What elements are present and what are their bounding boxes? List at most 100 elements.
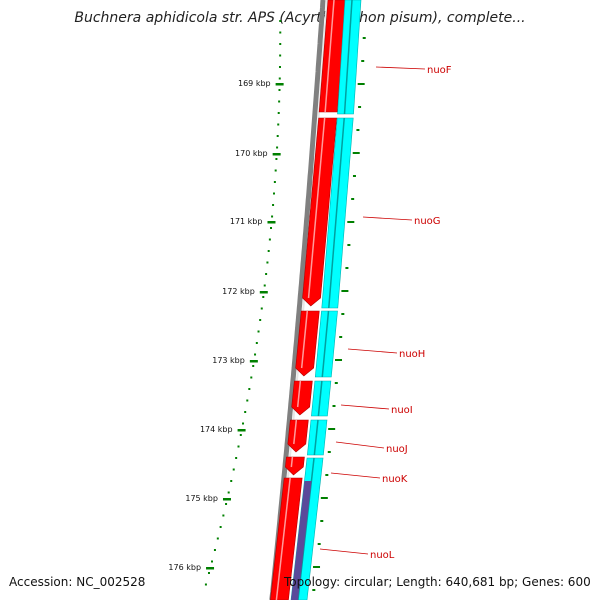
scale-dot bbox=[254, 353, 257, 356]
forward-gene-block bbox=[285, 456, 305, 476]
strand-tick bbox=[334, 382, 338, 384]
scale-dot bbox=[279, 20, 282, 22]
gene-label-nuoI: nuoI bbox=[391, 405, 413, 416]
scale-label: 171 kbp bbox=[230, 217, 263, 226]
scale-major-tick bbox=[259, 291, 268, 294]
forward-gene-highlight bbox=[275, 477, 291, 600]
strand-tick bbox=[341, 290, 349, 292]
reverse-gene-inner-line bbox=[328, 117, 345, 309]
scale-dot bbox=[207, 572, 210, 574]
scale-label: 172 kbp bbox=[222, 287, 255, 296]
forward-gene-block bbox=[295, 310, 320, 377]
gene-leader-line bbox=[340, 404, 390, 410]
scale-dot bbox=[278, 89, 281, 91]
strand-tick bbox=[362, 37, 366, 39]
strand-tick bbox=[328, 428, 336, 430]
scale-dot bbox=[279, 43, 282, 45]
scale-ticks bbox=[204, 20, 366, 591]
strand-tick bbox=[347, 221, 355, 223]
scale-dot bbox=[276, 135, 279, 137]
gene-label-nuoF: nuoF bbox=[427, 65, 452, 76]
strand-tick bbox=[339, 336, 343, 338]
scale-major-tick bbox=[206, 567, 215, 570]
forward-gene-highlight bbox=[293, 419, 298, 445]
scale-dot bbox=[277, 123, 280, 126]
scale-label: 174 kbp bbox=[200, 425, 233, 434]
scale-dot bbox=[276, 146, 279, 149]
scale-labels: 169 kbp 170 kbp 171 kbp 172 kbp 173 kbp 174 k… bbox=[168, 79, 284, 572]
gene-label-nuoJ: nuoJ bbox=[386, 444, 408, 455]
scale-dot bbox=[278, 100, 281, 103]
gene-leader-line bbox=[362, 216, 413, 221]
scale-dot bbox=[213, 549, 216, 551]
strand-tick bbox=[325, 474, 329, 476]
reverse-gene-inner-line bbox=[343, 0, 353, 115]
scale-dot bbox=[250, 376, 253, 379]
scale-dot bbox=[262, 296, 265, 298]
forward-gene-block bbox=[287, 419, 309, 453]
scale-label: 175 kbp bbox=[185, 494, 218, 503]
scale-dot bbox=[222, 514, 225, 517]
gene-label-nuoL: nuoL bbox=[370, 550, 395, 561]
scale-dot bbox=[259, 319, 262, 321]
gene-labels: nuoF nuoG nuoH nuoI nuoJ nuoK nuoL bbox=[319, 65, 452, 561]
strand-tick bbox=[357, 83, 365, 85]
reverse-strand bbox=[290, 0, 362, 600]
reverse-gene-inner-line bbox=[313, 419, 319, 456]
scale-dot bbox=[279, 31, 282, 34]
reverse-gene-block bbox=[337, 0, 362, 115]
scale-dot bbox=[204, 583, 207, 586]
scale-major-tick bbox=[222, 498, 231, 501]
scale-dot bbox=[235, 457, 238, 459]
scale-label: 176 kbp bbox=[168, 563, 201, 572]
scale-dot bbox=[275, 158, 278, 160]
reverse-gene-inner-line bbox=[317, 380, 323, 417]
strand-tick bbox=[358, 106, 362, 108]
strand-tick bbox=[317, 543, 321, 545]
scale-dot bbox=[239, 434, 242, 436]
scale-label: 169 kbp bbox=[238, 79, 271, 88]
scale-dot bbox=[232, 468, 235, 471]
map-title: Buchnera aphidicola str. APS (Acyrthosip… bbox=[74, 10, 526, 26]
scale-dot bbox=[271, 215, 274, 218]
strand-tick bbox=[361, 60, 365, 62]
strand-tick bbox=[320, 520, 324, 522]
strand-tick bbox=[327, 451, 331, 453]
gene-leader-line bbox=[319, 548, 369, 555]
scale-dot bbox=[216, 537, 219, 540]
strand-tick bbox=[332, 405, 336, 407]
strand-tick bbox=[352, 175, 356, 177]
strand-tick bbox=[335, 359, 343, 361]
scale-dot bbox=[267, 250, 270, 252]
scale-dot bbox=[260, 307, 263, 310]
scale-dot bbox=[273, 181, 276, 183]
reverse-gene-block bbox=[321, 117, 354, 309]
forward-gene-highlight bbox=[307, 117, 326, 299]
scale-dot bbox=[265, 273, 268, 275]
scale-dot bbox=[242, 422, 245, 425]
gene-leader-line bbox=[335, 441, 385, 449]
strand-tick bbox=[347, 244, 351, 246]
scale-major-tick bbox=[267, 221, 276, 224]
reverse-gene-block bbox=[307, 419, 328, 456]
scale-dot bbox=[252, 365, 255, 367]
scale-dot bbox=[278, 66, 281, 68]
scale-label: 173 kbp bbox=[212, 356, 245, 365]
scale-dot bbox=[277, 112, 280, 114]
scale-dot bbox=[266, 261, 269, 264]
gene-label-nuoK: nuoK bbox=[382, 474, 408, 485]
accession-text: Accession: NC_002528 bbox=[9, 575, 146, 589]
scale-dot bbox=[273, 192, 276, 195]
strand-tick bbox=[356, 129, 360, 131]
strand-tick bbox=[312, 589, 316, 591]
gene-leader-line bbox=[347, 348, 398, 354]
scale-dot bbox=[225, 503, 228, 505]
strand-tick bbox=[352, 152, 360, 154]
scale-dot bbox=[227, 491, 230, 494]
topology-summary: Topology: circular; Length: 640,681 bp; … bbox=[284, 575, 591, 589]
scale-dot bbox=[248, 388, 251, 390]
gene-leader-line bbox=[375, 66, 426, 70]
scale-dot bbox=[219, 526, 222, 528]
scale-dot bbox=[230, 480, 233, 482]
strand-tick bbox=[345, 267, 349, 269]
